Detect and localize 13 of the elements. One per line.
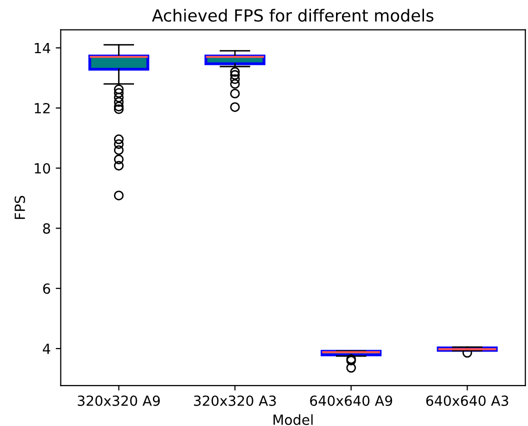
y-tick-label: 10 [34, 163, 50, 174]
y-tick-label: 8 [43, 223, 50, 234]
y-tick-label: 12 [34, 102, 50, 114]
chart-title: Achieved FPS for different models [152, 8, 434, 22]
x-tick-label: 320x320 A3 [194, 395, 276, 406]
y-tick-label: 14 [34, 43, 50, 54]
y-tick-label: 4 [42, 344, 50, 354]
y-tick-label: 6 [43, 283, 50, 294]
x-axis-title: Model [274, 414, 313, 425]
x-tick-label: 640x640 A3 [426, 395, 508, 406]
x-tick-label: 320x320 A9 [78, 395, 160, 406]
y-axis-title: FPS [14, 196, 26, 219]
x-tick-label: 640x640 A9 [310, 395, 392, 406]
